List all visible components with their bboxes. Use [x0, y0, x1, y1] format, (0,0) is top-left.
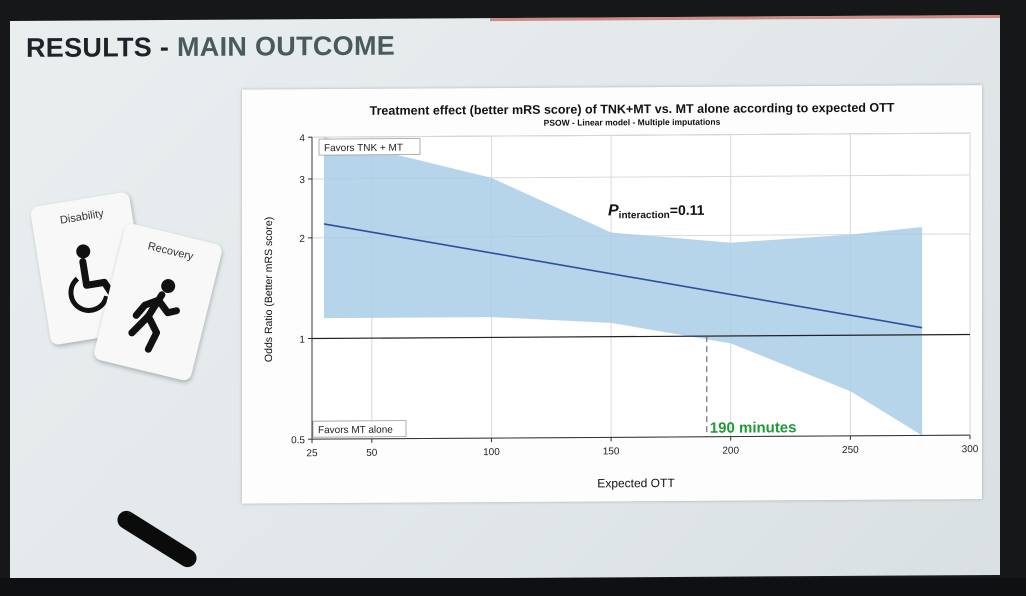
odds-ratio-chart: Treatment effect (better mRS score) of T… — [263, 101, 979, 491]
y-axis-title: Odds Ratio (Better mRS score) — [263, 217, 275, 362]
reference-line-or-1 — [312, 333, 970, 340]
p-letter: P — [608, 202, 619, 219]
favors-bottom-box: Favors MT alone — [312, 420, 407, 438]
x-tick-label: 150 — [603, 446, 620, 457]
trend-line-layer — [323, 223, 923, 329]
y-tick-label: 1 — [299, 335, 305, 346]
reference-line-layer — [312, 333, 970, 437]
favors-top-box: Favors TNK + MT — [318, 138, 421, 156]
x-axis-line — [312, 434, 970, 440]
chart-title: Treatment effect (better mRS score) of T… — [370, 101, 895, 118]
y-tick-label: 4 — [299, 133, 305, 144]
slide-title-part2: MAIN OUTCOME — [177, 30, 396, 63]
x-tick-label: 200 — [722, 446, 739, 457]
y-grid-line — [312, 132, 970, 138]
confidence-band-layer — [324, 137, 923, 436]
x-tick-label: 50 — [366, 448, 378, 459]
favors-bottom-label: Favors MT alone — [318, 425, 393, 436]
cutoff-label: 190 minutes — [710, 419, 797, 437]
slide-title-part1: RESULTS - — [26, 32, 177, 63]
x-tick-label: 250 — [842, 445, 859, 456]
chart-panel: Treatment effect (better mRS score) of T… — [242, 85, 982, 504]
y-tick-label: 2 — [299, 234, 305, 245]
x-axis-title: Expected OTT — [597, 476, 675, 490]
p-subscript: interaction — [619, 210, 670, 221]
odds-ratio-trend-line — [323, 223, 923, 329]
x-tick-label: 300 — [962, 444, 979, 455]
projection-screen: RESULTS - MAIN OUTCOME Disability Recove… — [10, 14, 1000, 582]
confidence-band — [324, 137, 923, 436]
walking-person-icon — [128, 279, 180, 353]
p-interaction-label: Pinteraction=0.11 — [608, 202, 705, 222]
recovery-card: Recovery — [92, 222, 224, 382]
axis-layer: 25 50 100 150 200 250 300 0.5 1 2 3 4 — [291, 133, 979, 459]
p-value: =0.11 — [670, 202, 705, 218]
x-tick-label: 25 — [306, 448, 318, 459]
screen-bottom-edge — [0, 578, 1026, 596]
favors-top-label: Favors TNK + MT — [324, 143, 403, 154]
y-tick-label: 0.5 — [291, 435, 305, 446]
y-tick-label: 3 — [299, 175, 305, 186]
x-tick-label: 100 — [483, 447, 500, 458]
chart-subtitle: PSOW - Linear model - Multiple imputatio… — [544, 117, 721, 128]
slide-title: RESULTS - MAIN OUTCOME — [26, 31, 395, 64]
top-accent-line — [490, 14, 1000, 22]
